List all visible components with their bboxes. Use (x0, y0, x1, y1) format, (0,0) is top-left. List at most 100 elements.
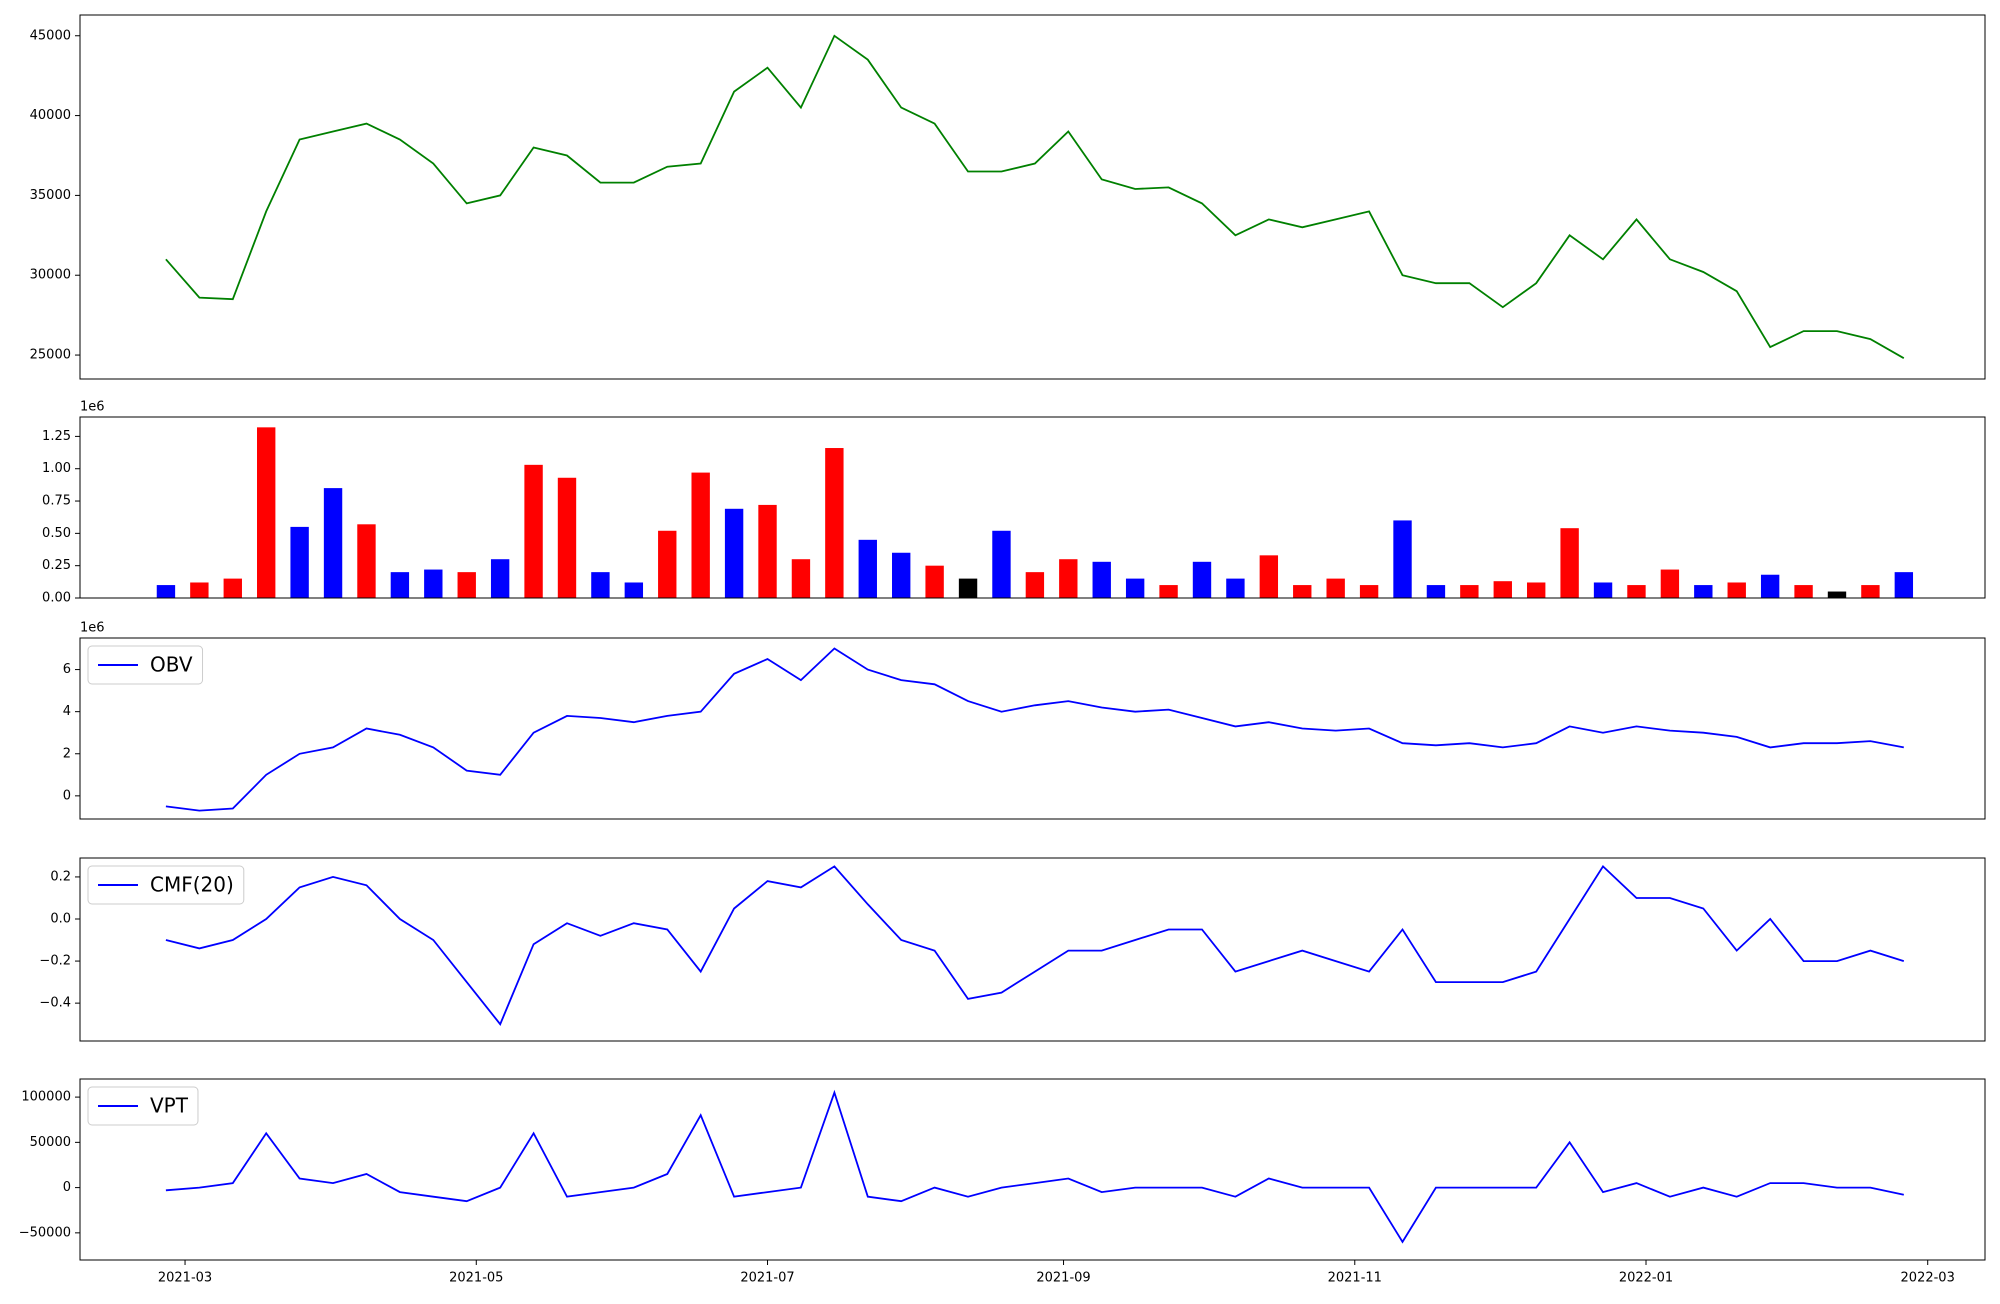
volume-bar (557, 477, 577, 598)
legend-label: CMF(20) (150, 873, 234, 897)
volume-bar (1861, 585, 1880, 598)
y-tick-label: −0.4 (39, 996, 71, 1011)
volume-bar (1025, 572, 1045, 598)
volume-bar (1159, 585, 1178, 598)
line (165, 1089, 1904, 1244)
volume-bar (1226, 578, 1245, 598)
y-tick-label: 1.00 (42, 461, 71, 476)
y-tick-label: 0.75 (42, 494, 71, 509)
y-tick-label: 0.2 (50, 869, 71, 884)
x-tick-label: 2021-11 (1328, 1271, 1382, 1286)
y-tick-label: −50000 (19, 1225, 71, 1240)
volume-bar (1259, 555, 1279, 598)
legend-label: OBV (150, 653, 193, 677)
offset-label: 1e6 (80, 621, 105, 636)
volume-bar (1794, 585, 1813, 598)
line (165, 34, 1905, 359)
y-tick-label: 0.0 (50, 912, 71, 927)
volume-bar (591, 572, 610, 598)
y-tick-label: 0 (63, 1180, 71, 1195)
x-tick-label: 2021-03 (158, 1271, 212, 1286)
y-tick-label: 0.50 (42, 526, 71, 541)
plot-frame (79, 1078, 1986, 1261)
y-tick-label: 0.25 (42, 558, 71, 573)
volume-bar (257, 427, 276, 598)
y-tick-label: 40000 (30, 108, 71, 123)
legend-box (87, 645, 204, 685)
volume-bar (858, 539, 877, 598)
y-tick-label: 30000 (30, 268, 71, 283)
volume-bar (1727, 582, 1746, 598)
volume-bar (1760, 574, 1780, 598)
volume-bar (223, 578, 242, 598)
volume-bar (1894, 572, 1914, 598)
y-tick-label: 25000 (30, 348, 71, 363)
x-tick-label: 2021-05 (449, 1271, 503, 1286)
volume-bar (992, 530, 1011, 598)
volume-bar (791, 559, 811, 598)
volume-bar (1493, 581, 1512, 598)
volume-bar (1593, 582, 1613, 598)
volume-bar (1694, 585, 1713, 598)
y-tick-label: 35000 (30, 188, 71, 203)
volume-bar (1527, 582, 1546, 598)
plot-frame (79, 416, 1986, 599)
volume-bar (1660, 569, 1680, 598)
plot-frame (79, 857, 1986, 1042)
volume-bar (1192, 561, 1212, 598)
volume-bar (1326, 578, 1345, 598)
volume-bar (424, 569, 443, 598)
y-tick-label: 1.25 (42, 429, 71, 444)
plot-frame (79, 637, 1986, 820)
volume-bar (1560, 528, 1579, 598)
volume-bar (958, 578, 978, 598)
volume-bar (357, 524, 376, 598)
volume-bar (1426, 585, 1446, 598)
y-tick-label: −0.2 (39, 954, 71, 969)
legend-box (87, 1086, 199, 1126)
y-tick-label: 4 (63, 704, 71, 719)
volume-bar (892, 552, 911, 598)
volume-bar (1627, 585, 1646, 598)
plot-frame (79, 14, 1986, 380)
volume-bar (758, 504, 777, 598)
volume-bar (658, 530, 677, 598)
y-tick-label: 0 (63, 788, 71, 803)
volume-bar (524, 464, 543, 598)
x-tick-label: 2022-03 (1901, 1271, 1955, 1286)
volume-bar (925, 565, 944, 598)
y-tick-label: 6 (63, 662, 71, 677)
volume-bar (1092, 561, 1111, 598)
x-tick-label: 2021-09 (1036, 1271, 1090, 1286)
line (165, 647, 1904, 812)
y-tick-label: 2 (63, 746, 71, 761)
volume-bar (1393, 520, 1412, 598)
y-tick-label: 100000 (21, 1090, 71, 1105)
volume-bar (1460, 585, 1479, 598)
y-tick-label: 50000 (30, 1135, 71, 1150)
volume-bar (724, 508, 744, 598)
x-tick-label: 2022-01 (1619, 1271, 1673, 1286)
volume-bar (1125, 578, 1145, 598)
line (165, 864, 1905, 1026)
volume-bar (1293, 585, 1312, 598)
volume-bar (156, 585, 176, 598)
volume-bar (691, 472, 710, 598)
volume-bar (1059, 559, 1078, 598)
volume-bar (624, 582, 644, 598)
volume-bar (323, 488, 343, 598)
legend-label: VPT (150, 1094, 189, 1118)
volume-bar (290, 526, 309, 598)
volume-bar (1359, 585, 1379, 598)
x-tick-label: 2021-07 (740, 1271, 794, 1286)
volume-bar (190, 582, 209, 598)
y-tick-label: 0.00 (42, 591, 71, 606)
volume-bar (490, 559, 510, 598)
volume-bar (1827, 591, 1847, 598)
volume-bar (457, 572, 476, 598)
volume-bar (825, 448, 844, 598)
legend-box (87, 865, 245, 905)
offset-label: 1e6 (80, 400, 105, 415)
